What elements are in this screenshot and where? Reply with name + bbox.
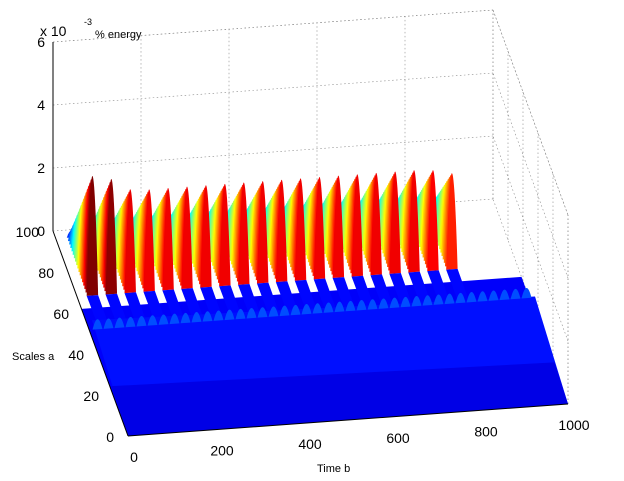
y-tick-label: 20 <box>83 388 99 404</box>
ridge-segment <box>446 173 458 270</box>
ridge-segment <box>313 176 326 280</box>
ridge-segment <box>238 182 250 285</box>
z-axis-label: % energy <box>95 29 142 41</box>
ripple-bump <box>180 312 191 324</box>
ripple-bump <box>389 297 400 309</box>
x-tick-label: 200 <box>210 443 234 459</box>
x-tick-label: 800 <box>474 423 498 439</box>
back-wall-gridline <box>52 72 494 106</box>
ripple-bump <box>257 307 268 318</box>
ripple-bump <box>422 295 433 306</box>
ridge-segment <box>427 170 439 272</box>
z-tick-label: 4 <box>37 97 45 113</box>
ripple-bump <box>510 288 521 300</box>
ridge-segment <box>219 183 231 287</box>
ripple-bump <box>301 304 312 315</box>
ripple-bump <box>433 294 444 305</box>
ridge-segment <box>294 178 307 281</box>
ripple-bump <box>477 291 488 302</box>
x-axis-label: Time b <box>317 463 350 475</box>
x-tick-label: 400 <box>298 436 322 452</box>
z-multiplier-label: x 10 <box>40 23 67 39</box>
back-wall-gridline <box>52 135 494 169</box>
side-wall-gridline <box>492 72 569 279</box>
ripple-bump <box>290 304 301 316</box>
ripple-bump <box>103 318 114 329</box>
ridge-segment <box>181 186 193 290</box>
ripple-bump <box>114 317 125 329</box>
ripple-bump <box>202 311 213 322</box>
ridge-segment <box>143 189 155 292</box>
ripple-bump <box>356 300 367 311</box>
ridge-segment <box>275 179 288 283</box>
ripple-bump <box>466 292 477 303</box>
axes-box <box>52 42 569 437</box>
x-tick-label: 600 <box>386 430 410 446</box>
ripple-bump <box>158 314 169 325</box>
ripple-bump <box>268 306 279 317</box>
ripple-bump <box>345 300 356 312</box>
ripple-bump <box>92 319 103 330</box>
side-wall-gridline <box>492 135 569 342</box>
ripple-bump <box>455 292 466 304</box>
ridge-segment <box>162 187 174 291</box>
x-axis-line <box>127 403 569 437</box>
surface-plot <box>65 170 568 436</box>
ridge-segment <box>86 176 99 296</box>
ridge-segment <box>200 185 212 288</box>
ridge-16 <box>349 172 432 415</box>
ripple-bump <box>378 298 389 309</box>
ripple-bump <box>147 315 158 326</box>
box-top-edge <box>52 9 494 43</box>
ripple-bump <box>334 301 345 313</box>
y-tick-label: 40 <box>68 347 84 363</box>
ripple-bump <box>488 290 499 301</box>
box-top-edge <box>492 9 569 216</box>
ripple-bump <box>169 313 180 325</box>
ripple-bump <box>136 316 147 327</box>
ridge-segment <box>370 172 382 276</box>
x-tick-label: 1000 <box>558 417 589 433</box>
ripple-bump <box>521 288 532 299</box>
y-tick-label: 60 <box>53 306 69 322</box>
ripple-bump <box>246 308 257 319</box>
y-tick-label: 100 <box>16 224 40 240</box>
ridge-segment <box>256 181 269 284</box>
ripple-bump <box>323 302 334 313</box>
y-tick-label: 0 <box>106 429 114 445</box>
front-shading <box>111 362 568 436</box>
ridge-segment <box>389 171 401 274</box>
ripple-bump <box>279 305 290 317</box>
ridge-segment <box>124 189 136 294</box>
ridge-segment <box>105 179 118 295</box>
ripple-bump <box>367 299 378 310</box>
ripple-bump <box>125 316 136 328</box>
ridge-segment <box>351 174 363 277</box>
z-exponent-label: -3 <box>84 17 92 27</box>
ripple-bump <box>499 289 510 301</box>
ripple-bump <box>312 303 323 314</box>
low-scale-ripples <box>92 288 568 436</box>
ripple-bump <box>235 308 246 320</box>
ridge-segment <box>408 170 420 273</box>
y-axis-label: Scales a <box>12 351 55 363</box>
z-tick-label: 2 <box>37 160 45 176</box>
z-tick-label: 0 <box>37 223 45 239</box>
z-tick-label: 6 <box>37 34 45 50</box>
x-tick-label: 0 <box>130 449 138 465</box>
ripple-bump <box>213 310 224 321</box>
ripple-bump <box>191 312 202 323</box>
ripple-bump <box>400 296 411 308</box>
ripple-bump <box>411 296 422 307</box>
y-tick-label: 80 <box>38 265 54 281</box>
ripple-bump <box>224 309 235 321</box>
y-axis-line <box>52 230 129 437</box>
ripple-bump <box>444 293 455 305</box>
ridge-segment <box>332 175 345 279</box>
